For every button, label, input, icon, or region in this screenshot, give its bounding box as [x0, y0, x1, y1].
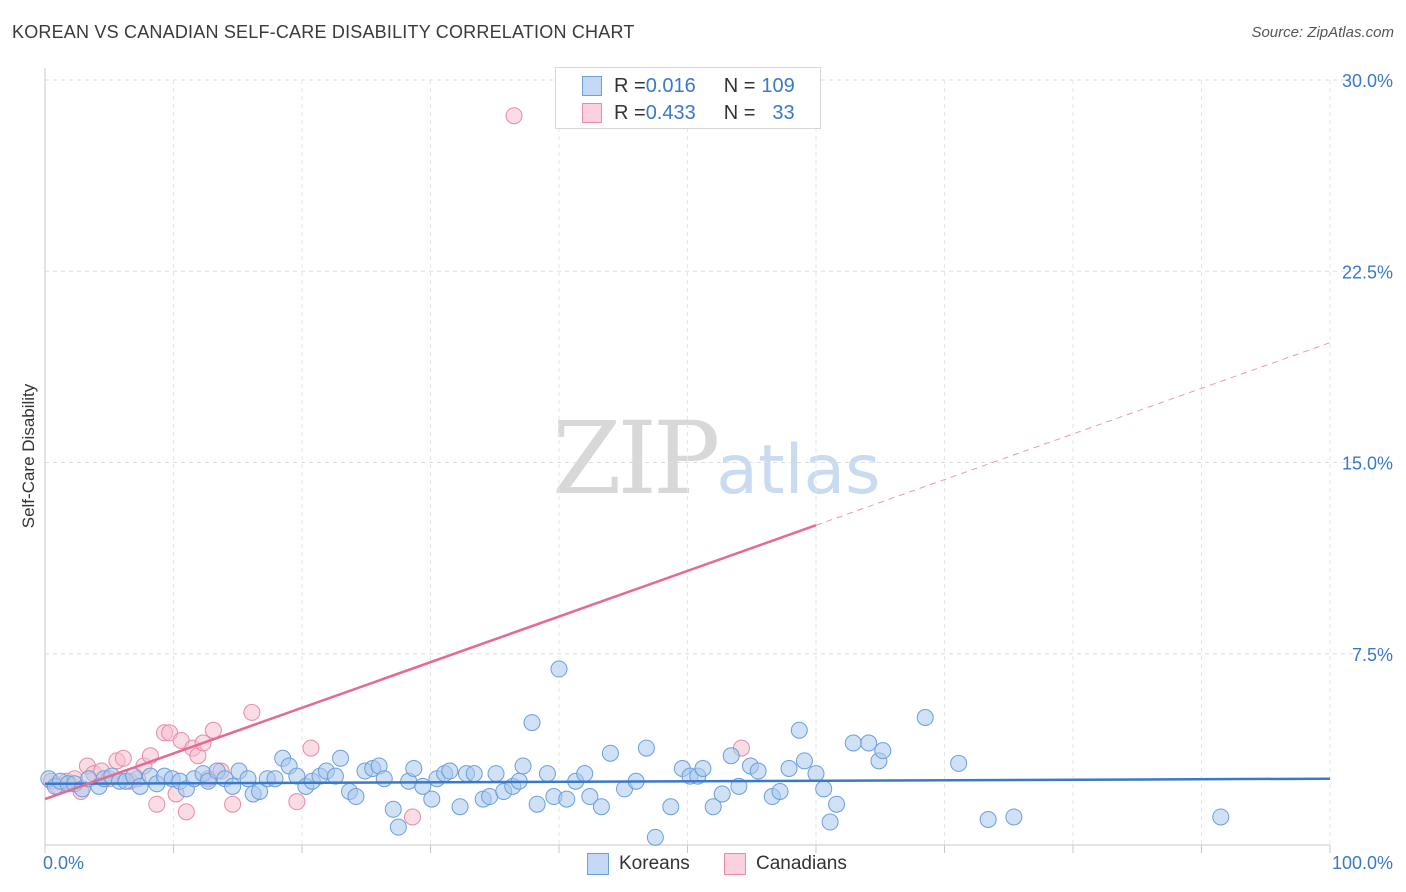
chart-title: KOREAN VS CANADIAN SELF-CARE DISABILITY … [12, 22, 635, 42]
y-tick-label: 15.0% [1342, 454, 1393, 474]
canadian-point [224, 795, 242, 813]
y-tick-label: 30.0% [1342, 71, 1393, 91]
canadians-n-value: 33 [772, 101, 795, 124]
watermark: ZIPatlas [552, 400, 881, 517]
canadian-point [204, 721, 222, 739]
korean-point [451, 798, 469, 816]
canadian-point [404, 808, 422, 826]
canadians-r-value: 0.433 [645, 101, 696, 124]
korean-point [375, 770, 393, 788]
korean-point [874, 742, 892, 760]
korean-point [844, 734, 862, 752]
canadian-point [302, 739, 320, 757]
y-tick-label: 7.5% [1352, 645, 1393, 665]
korean-point [528, 795, 546, 813]
koreans-trend-line [44, 777, 1331, 786]
korean-point [828, 795, 846, 813]
korean-point [384, 800, 402, 818]
koreans-n-label: N = [723, 74, 756, 97]
bottom-legend-koreans: Koreans [587, 851, 690, 877]
bottom-koreans-label: Koreans [619, 853, 690, 874]
canadian-point [177, 803, 195, 821]
canadian-point [243, 703, 261, 721]
legend-row-canadians: R = 0.433 N = 33 [582, 101, 795, 125]
korean-point [1212, 808, 1230, 826]
korean-point [423, 790, 441, 808]
korean-point [771, 782, 789, 800]
korean-point [860, 734, 878, 752]
korean-point [405, 760, 423, 777]
canadians-trend-extension [815, 342, 1331, 526]
korean-point [780, 760, 798, 777]
korean-point [266, 770, 284, 788]
korean-point [950, 754, 968, 772]
canadians-n-label: N = [723, 101, 756, 124]
korean-point [481, 788, 499, 806]
korean-point [465, 765, 483, 783]
correlation-legend: R = 0.016 N = 109 R = 0.433 N = 33 [555, 67, 821, 129]
canadian-point [505, 107, 523, 125]
canadians-trend-line [44, 524, 817, 801]
korean-point [558, 790, 576, 808]
korean-point [821, 813, 839, 831]
korean-point [790, 721, 808, 739]
korean-point [916, 709, 934, 726]
korean-point [815, 780, 833, 798]
korean-point [550, 660, 568, 678]
korean-point [601, 744, 619, 762]
canadians-r-label: R = [614, 101, 646, 124]
korean-point [224, 777, 242, 795]
korean-point [694, 760, 712, 777]
bottom-koreans-swatch [587, 853, 609, 875]
koreans-n-value: 109 [761, 74, 795, 97]
korean-point [704, 798, 722, 816]
canadian-point [288, 793, 306, 811]
koreans-r-value: 0.016 [645, 74, 696, 97]
korean-point [713, 785, 731, 803]
watermark-zip: ZIP [552, 400, 720, 517]
korean-point [326, 767, 344, 785]
canadian-point [148, 795, 166, 813]
korean-point [637, 739, 655, 757]
korean-point [389, 818, 407, 836]
x-tick-label-max: 100.0% [1332, 853, 1393, 873]
korean-point [807, 765, 825, 783]
korean-point [514, 757, 532, 775]
y-axis-title: Self-Care Disability [19, 383, 38, 528]
legend-row-koreans: R = 0.016 N = 109 [582, 74, 795, 98]
bottom-legend-canadians: Canadians [724, 851, 847, 877]
bottom-canadians-label: Canadians [756, 853, 847, 874]
bottom-canadians-swatch [724, 853, 746, 875]
koreans-r-label: R = [614, 74, 646, 97]
korean-point [749, 762, 767, 780]
x-tick-label-min: 0.0% [43, 853, 84, 873]
korean-point [795, 752, 813, 770]
korean-point [332, 749, 350, 767]
korean-point [979, 811, 997, 828]
canadians-swatch [582, 103, 602, 123]
korean-point [662, 798, 680, 816]
korean-point [487, 765, 505, 783]
korean-point [576, 765, 594, 783]
source-label: Source: ZipAtlas.com [1251, 24, 1394, 41]
canadian-point [114, 749, 132, 767]
korean-point [239, 770, 257, 788]
korean-point [523, 714, 541, 732]
korean-point [722, 747, 740, 765]
korean-point [592, 798, 610, 816]
korean-point [646, 828, 664, 846]
korean-point [730, 777, 748, 795]
watermark-atlas: atlas [716, 431, 881, 510]
koreans-swatch [582, 76, 602, 96]
korean-point [1005, 808, 1023, 826]
korean-point [538, 765, 556, 783]
korean-point [347, 788, 365, 806]
y-tick-label: 22.5% [1342, 262, 1393, 282]
korean-point [581, 788, 599, 806]
korean-point [441, 762, 459, 780]
